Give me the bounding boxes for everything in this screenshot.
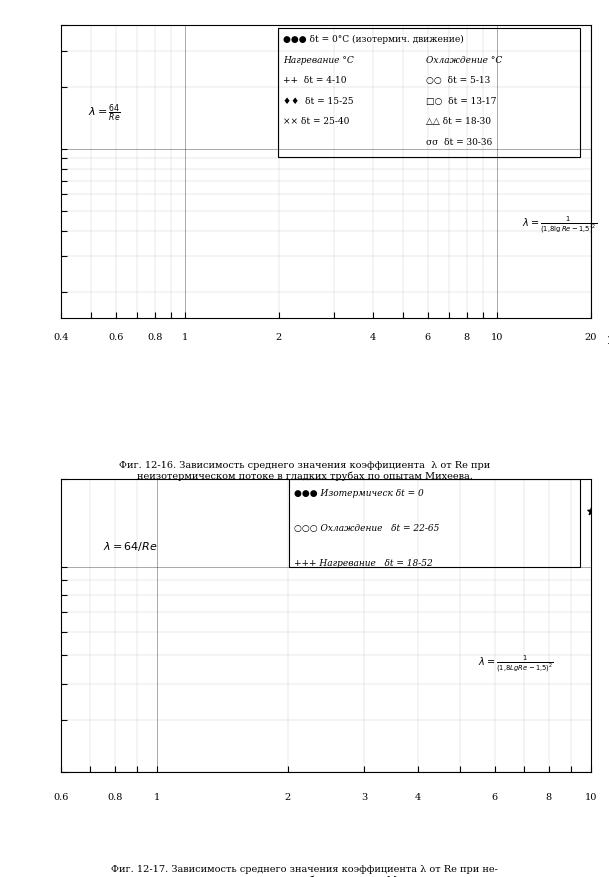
Text: Фиг. 12-17. Зависимость среднего значения коэффициента λ от Re при не-
изотермич: Фиг. 12-17. Зависимость среднего значени… <box>111 864 498 877</box>
Text: ○○  δt = 5-13: ○○ δt = 5-13 <box>426 76 491 85</box>
Text: σσ  δt = 30-36: σσ δt = 30-36 <box>426 138 493 146</box>
Text: +++ Нагревание   δt = 18-52: +++ Нагревание δt = 18-52 <box>294 559 433 567</box>
Point <box>544 4 554 18</box>
Text: 4: 4 <box>370 333 376 342</box>
Point <box>586 505 596 519</box>
Text: 0.4: 0.4 <box>53 333 69 342</box>
Text: 20: 20 <box>585 333 597 342</box>
Text: 6: 6 <box>491 793 498 802</box>
Point <box>586 32 596 46</box>
Text: $\lambda=\frac{64}{Re}$: $\lambda=\frac{64}{Re}$ <box>88 103 121 125</box>
Text: Охлаждение °C: Охлаждение °C <box>426 55 503 65</box>
Text: 4: 4 <box>415 793 421 802</box>
Text: ++  δt = 4-10: ++ δt = 4-10 <box>283 76 347 85</box>
Text: 10: 10 <box>585 793 597 802</box>
Text: Нагревание °C: Нагревание °C <box>283 55 354 65</box>
Text: $10^{-3}\cdot Re$: $10^{-3}\cdot Re$ <box>606 333 609 347</box>
Text: 0.8: 0.8 <box>147 333 163 342</box>
Text: $\lambda=\frac{1}{(1{,}8\lg Re-1{,}5)^2}$: $\lambda=\frac{1}{(1{,}8\lg Re-1{,}5)^2}… <box>521 215 597 236</box>
Text: □○  δt = 13-17: □○ δt = 13-17 <box>426 96 497 105</box>
Text: △△ δt = 18-30: △△ δt = 18-30 <box>426 117 491 126</box>
Text: 0.8: 0.8 <box>107 793 123 802</box>
Text: 10: 10 <box>491 333 503 342</box>
Text: 2: 2 <box>284 793 290 802</box>
Text: 1: 1 <box>182 333 188 342</box>
Text: Фиг. 12-16. Зависимость среднего значения коэффициента  λ от Re при
неизотермиче: Фиг. 12-16. Зависимость среднего значени… <box>119 460 490 481</box>
Text: ●●● δt = 0°C (изотермич. движение): ●●● δt = 0°C (изотермич. движение) <box>283 35 464 44</box>
Text: 1: 1 <box>154 793 160 802</box>
Text: $\lambda = 64/Re$: $\lambda = 64/Re$ <box>103 539 157 553</box>
Text: 6: 6 <box>424 333 431 342</box>
Text: ○○○ Охлаждение   δt = 22-65: ○○○ Охлаждение δt = 22-65 <box>294 524 440 532</box>
Text: 0.6: 0.6 <box>53 793 69 802</box>
Point <box>544 0 554 6</box>
Text: $\lambda=\frac{1}{(1{,}8LgRe-1{,}5)^2}$: $\lambda=\frac{1}{(1{,}8LgRe-1{,}5)^2}$ <box>478 653 554 674</box>
Text: ●●● Изотермическ δt = 0: ●●● Изотермическ δt = 0 <box>294 488 424 497</box>
Text: 3: 3 <box>361 793 367 802</box>
Text: 0.6: 0.6 <box>108 333 124 342</box>
Text: ×× δt = 25-40: ×× δt = 25-40 <box>283 117 350 126</box>
Text: 8: 8 <box>546 793 552 802</box>
Text: 2: 2 <box>276 333 282 342</box>
Text: ♦♦  δt = 15-25: ♦♦ δt = 15-25 <box>283 96 354 105</box>
Text: 8: 8 <box>463 333 470 342</box>
